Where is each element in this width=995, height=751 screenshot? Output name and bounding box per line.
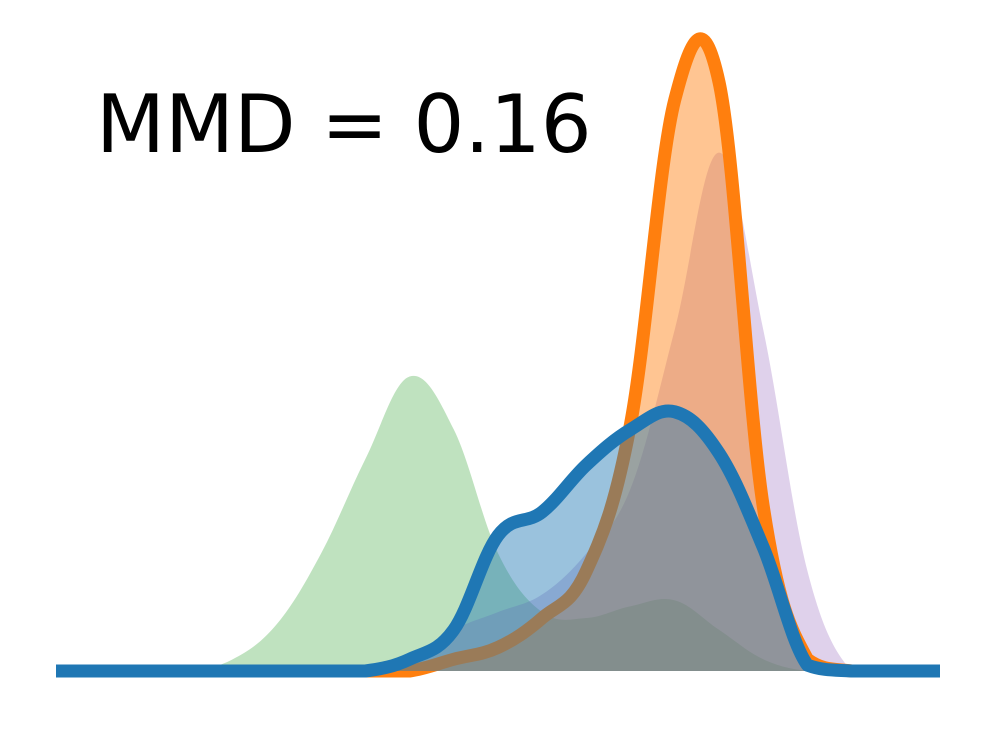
mmd-annotation: MMD = 0.16 xyxy=(96,78,592,171)
density-area-2 xyxy=(56,38,940,672)
series-layer xyxy=(56,32,940,678)
density-area-1 xyxy=(56,152,940,671)
density-area-0 xyxy=(56,375,940,671)
density-line-3 xyxy=(56,404,940,678)
